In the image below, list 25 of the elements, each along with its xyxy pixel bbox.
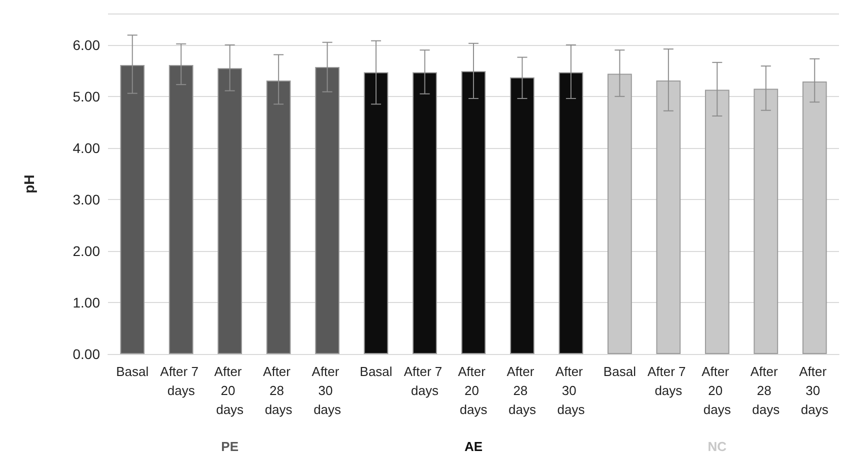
x-tick-label: After 7 days [404, 364, 446, 398]
x-tick-label: After 20 days [214, 364, 246, 417]
x-tick-label: After 28 days [506, 364, 538, 417]
x-tick-label: After 30 days [312, 364, 343, 417]
x-tick-label: Basal [603, 364, 636, 379]
y-tick-label: 4.00 [72, 140, 100, 156]
x-tick-label: After 20 days [702, 364, 733, 417]
x-tick-label: Basal [360, 364, 392, 379]
x-tick-label: After 30 days [555, 364, 587, 417]
y-tick-label: 0.00 [72, 346, 100, 362]
text: AE [464, 439, 483, 454]
x-tick-label: After 7 days [647, 364, 690, 398]
text: PE [221, 439, 239, 454]
x-tick-label: After 28 days [750, 364, 782, 417]
y-axis-title: pH [21, 174, 37, 194]
y-tick-label: 3.00 [72, 191, 100, 208]
x-tick-label: After 30 days [799, 364, 830, 417]
y-tick-label: 5.00 [72, 88, 100, 104]
y-tick-label: 2.00 [72, 242, 100, 259]
x-tick-label: Basal [116, 364, 149, 379]
y-tick-label: 1.00 [72, 294, 100, 310]
x-tick-label: After 28 days [263, 364, 294, 417]
y-tick-label: 6.00 [72, 36, 100, 53]
x-tick-label: After 20 days [458, 364, 490, 417]
x-tick-label: After 7 days [160, 364, 202, 398]
